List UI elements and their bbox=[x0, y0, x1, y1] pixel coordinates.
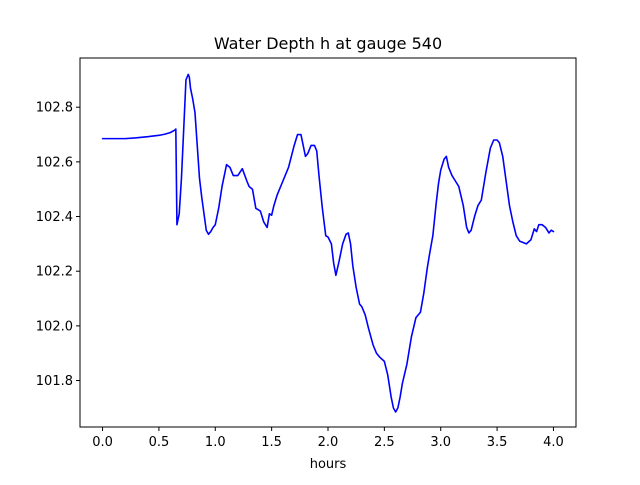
x-axis: 0.0 0.5 1.0 1.5 2.0 2.5 3.0 3.5 4.0 bbox=[92, 427, 564, 450]
x-tick-label: 3.0 bbox=[430, 435, 451, 450]
chart-title: Water Depth h at gauge 540 bbox=[214, 34, 442, 53]
y-tick-label: 101.8 bbox=[36, 374, 73, 389]
y-tick-label: 102.8 bbox=[36, 101, 73, 116]
x-tick-label: 3.5 bbox=[487, 435, 508, 450]
y-tick-label: 102.0 bbox=[36, 319, 73, 334]
y-axis: 101.8 102.0 102.2 102.4 102.6 102.8 bbox=[36, 101, 80, 389]
x-tick-label: 0.0 bbox=[92, 435, 113, 450]
series-line-0 bbox=[101, 73, 555, 413]
x-tick-label: 2.5 bbox=[374, 435, 395, 450]
x-tick-label: 4.0 bbox=[543, 435, 564, 450]
x-tick-label: 2.0 bbox=[318, 435, 339, 450]
x-axis-label: hours bbox=[310, 457, 347, 472]
x-tick-label: 1.0 bbox=[205, 435, 226, 450]
x-tick-label: 0.5 bbox=[149, 435, 170, 450]
series-layer bbox=[101, 73, 555, 413]
y-tick-label: 102.6 bbox=[36, 155, 73, 170]
x-tick-label: 1.5 bbox=[261, 435, 282, 450]
y-tick-label: 102.2 bbox=[36, 265, 73, 280]
y-tick-label: 102.4 bbox=[36, 210, 73, 225]
